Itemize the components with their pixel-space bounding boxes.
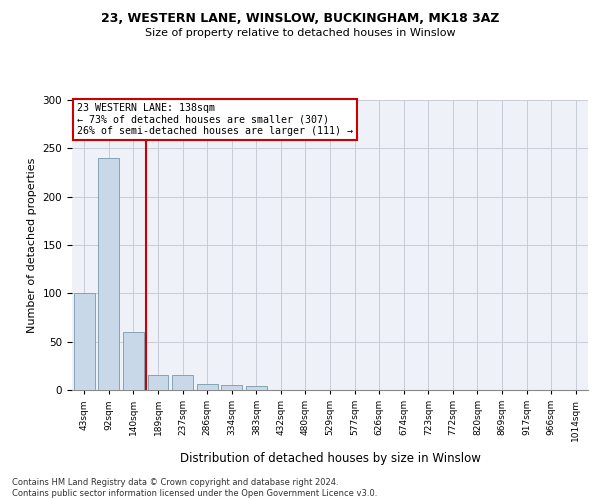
Bar	[148, 374, 169, 390]
Bar	[123, 332, 144, 390]
Text: 23 WESTERN LANE: 138sqm
← 73% of detached houses are smaller (307)
26% of semi-d: 23 WESTERN LANE: 138sqm ← 73% of detache…	[77, 103, 353, 136]
Bar	[74, 294, 95, 390]
X-axis label: Distribution of detached houses by size in Winslow: Distribution of detached houses by size …	[179, 452, 481, 465]
Y-axis label: Number of detached properties: Number of detached properties	[27, 158, 37, 332]
Text: Contains HM Land Registry data © Crown copyright and database right 2024.
Contai: Contains HM Land Registry data © Crown c…	[12, 478, 377, 498]
Bar	[98, 158, 119, 390]
Text: 23, WESTERN LANE, WINSLOW, BUCKINGHAM, MK18 3AZ: 23, WESTERN LANE, WINSLOW, BUCKINGHAM, M…	[101, 12, 499, 26]
Text: Size of property relative to detached houses in Winslow: Size of property relative to detached ho…	[145, 28, 455, 38]
Bar	[221, 385, 242, 390]
Bar	[172, 374, 193, 390]
Bar	[197, 384, 218, 390]
Bar	[246, 386, 267, 390]
